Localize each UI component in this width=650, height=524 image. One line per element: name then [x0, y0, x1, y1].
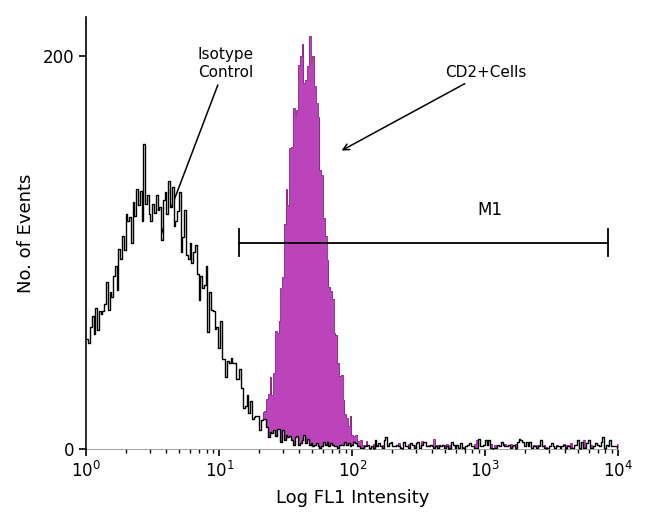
Text: M1: M1	[478, 201, 502, 219]
Y-axis label: No. of Events: No. of Events	[17, 173, 34, 292]
Text: Isotype
Control: Isotype Control	[150, 47, 254, 262]
X-axis label: Log FL1 Intensity: Log FL1 Intensity	[276, 489, 429, 507]
Text: CD2+Cells: CD2+Cells	[343, 64, 527, 150]
